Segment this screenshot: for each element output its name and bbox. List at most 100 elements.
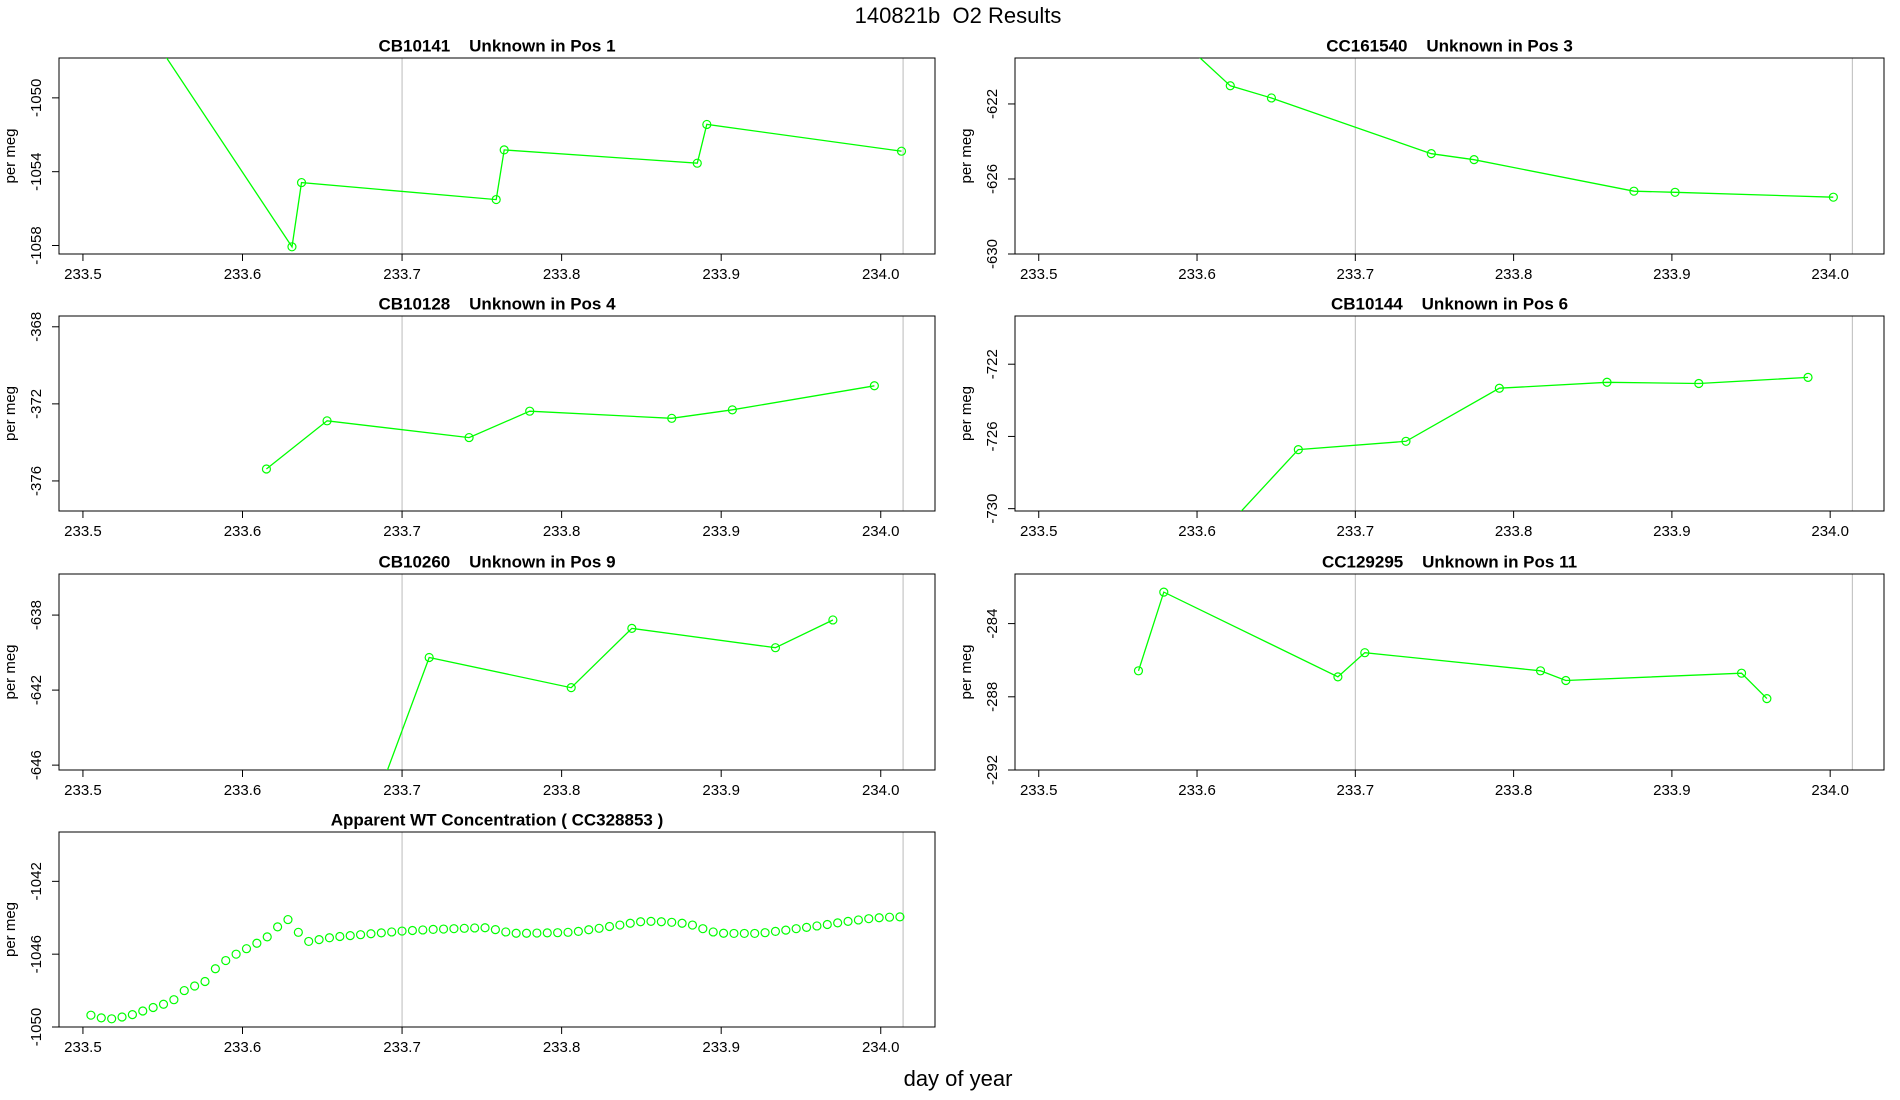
data-point (138, 1006, 148, 1016)
x-tick-label: 233.5 (64, 1039, 102, 1056)
x-tick-label: 233.5 (1020, 266, 1058, 283)
x-axis-label: day of year (904, 1066, 1013, 1091)
data-point (573, 926, 583, 937)
data-point (480, 923, 490, 933)
data-point (625, 918, 635, 928)
data-point (335, 931, 345, 942)
x-tick-label: 234.0 (862, 523, 900, 540)
data-point (627, 623, 637, 633)
data-point (1494, 383, 1504, 393)
x-tick-label: 233.9 (1653, 782, 1691, 799)
y-tick-label: -292 (984, 755, 1001, 785)
x-tick-label: 233.5 (1020, 782, 1058, 799)
data-point (387, 927, 397, 937)
data-point (345, 930, 355, 941)
data-point (501, 927, 511, 937)
data-point (563, 927, 573, 937)
data-point (729, 928, 739, 939)
plot-frame (1014, 57, 1885, 255)
data-point (687, 920, 698, 930)
data-point (718, 928, 729, 938)
data-point (656, 917, 666, 927)
data-point (438, 924, 449, 934)
plot-area (1240, 372, 1813, 511)
x-tick-label: 233.7 (383, 1039, 421, 1056)
y-axis-label: per meg (958, 386, 975, 441)
data-point (418, 925, 428, 935)
data-point (553, 928, 563, 938)
data-point (261, 464, 272, 474)
data-point (566, 683, 576, 693)
data-point (1469, 155, 1479, 165)
x-tick-label: 233.8 (543, 266, 581, 283)
plot-frame (58, 315, 936, 512)
data-point (428, 924, 438, 935)
x-tick-label: 233.6 (224, 1039, 262, 1056)
data-point (262, 932, 272, 942)
data-point (708, 927, 718, 937)
data-point (424, 652, 434, 663)
data-point (1828, 192, 1838, 202)
panel-title: CC129295 Unknown in Pos 11 (1322, 552, 1577, 571)
y-tick-label: -722 (984, 349, 1001, 379)
data-point (615, 920, 625, 930)
series-line (265, 385, 875, 470)
x-tick-label: 233.6 (224, 523, 262, 540)
x-tick-label: 233.7 (383, 266, 421, 283)
data-point (304, 936, 314, 947)
data-point (702, 119, 712, 130)
data-point (770, 926, 781, 937)
x-tick-label: 233.7 (383, 523, 421, 540)
x-tick-label: 234.0 (1811, 782, 1849, 799)
data-point (521, 928, 532, 938)
y-tick-label: -638 (28, 600, 45, 630)
y-axis-label: per meg (2, 128, 19, 183)
data-point (366, 929, 376, 939)
x-tick-label: 233.8 (1495, 782, 1533, 799)
data-point (1293, 445, 1303, 455)
data-point (636, 917, 646, 927)
x-tick-label: 233.9 (702, 1039, 740, 1056)
plot-frame (1014, 315, 1885, 512)
y-tick-label: -1046 (28, 935, 45, 973)
data-point (532, 928, 542, 938)
data-point (828, 615, 838, 625)
data-point (231, 949, 241, 959)
y-tick-label: -630 (984, 239, 1001, 269)
data-point (96, 1013, 106, 1023)
data-point (190, 981, 200, 991)
plot-frame (58, 573, 936, 771)
x-tick-label: 233.7 (1337, 782, 1375, 799)
data-point (407, 925, 418, 936)
data-point (864, 914, 874, 924)
data-point (179, 985, 189, 996)
y-tick-label: -1050 (28, 79, 45, 117)
plot-frame (58, 831, 936, 1028)
data-point (884, 912, 895, 922)
data-point (322, 416, 332, 426)
panel-title: CC161540 Unknown in Pos 3 (1326, 36, 1573, 55)
x-tick-label: 233.5 (64, 266, 102, 283)
series-line (1199, 58, 1834, 198)
y-tick-label: -284 (984, 609, 1001, 639)
data-point (1670, 187, 1680, 197)
data-point (698, 924, 708, 934)
data-point (200, 976, 210, 987)
data-point (1333, 672, 1343, 682)
data-point (283, 914, 293, 925)
data-point (293, 927, 303, 937)
data-point (1165, 25, 1173, 33)
y-tick-label: -730 (984, 494, 1001, 524)
panel-title: CB10141 Unknown in Pos 1 (378, 36, 615, 55)
data-point (355, 930, 366, 940)
x-tick-label: 233.7 (383, 782, 421, 799)
plot-frame (1014, 573, 1885, 771)
x-tick-label: 233.8 (543, 782, 581, 799)
panel-title: CB10144 Unknown in Pos 6 (1331, 294, 1568, 313)
data-point (1159, 587, 1169, 597)
data-point (107, 1014, 117, 1024)
x-tick-label: 233.9 (1653, 266, 1691, 283)
data-point (1602, 377, 1612, 387)
x-tick-label: 233.6 (1178, 523, 1216, 540)
